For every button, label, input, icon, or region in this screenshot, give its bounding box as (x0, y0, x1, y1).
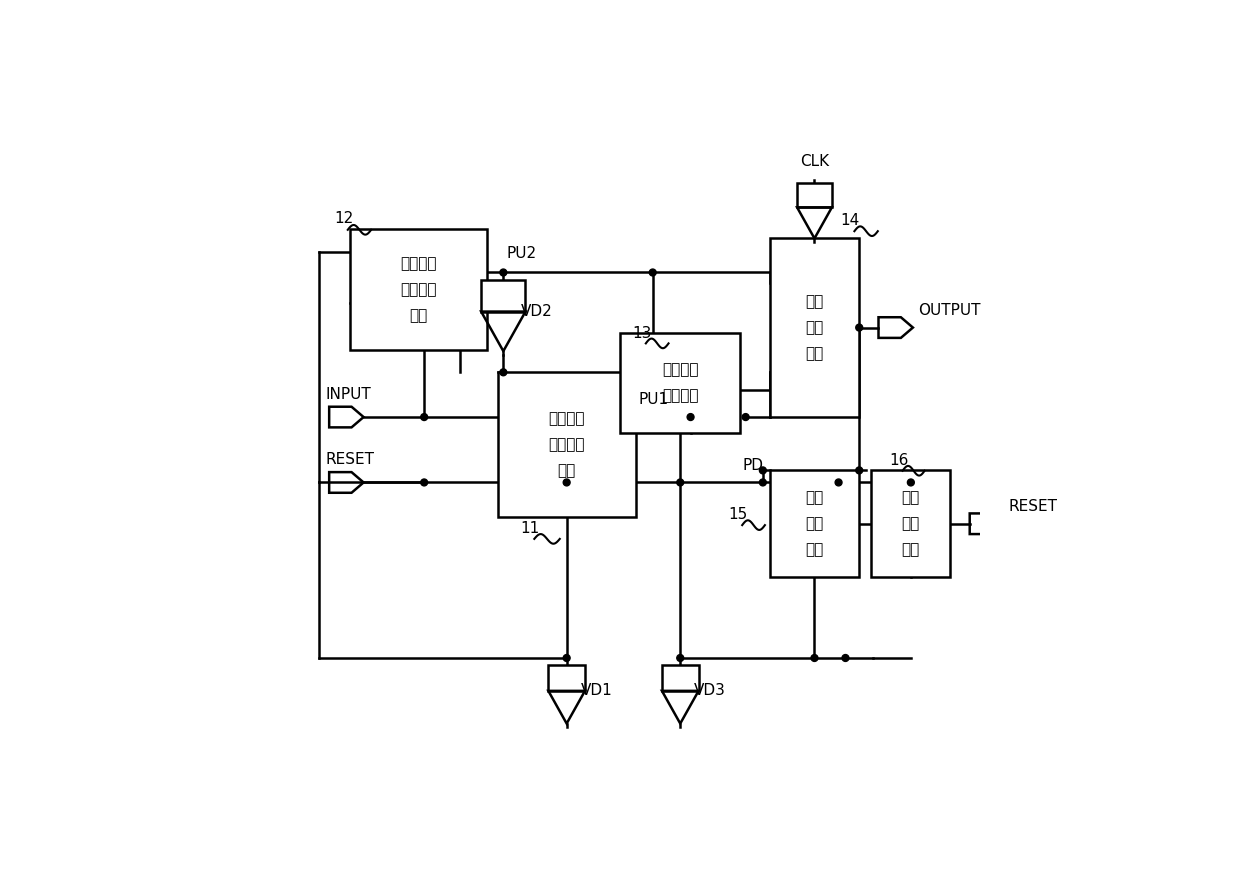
Bar (662, 665, 698, 691)
Circle shape (759, 479, 766, 486)
Circle shape (563, 654, 570, 662)
Circle shape (759, 467, 766, 474)
Text: PD: PD (743, 458, 763, 473)
Text: INPUT: INPUT (326, 387, 372, 401)
Bar (770, 470, 859, 578)
Text: 输出: 输出 (901, 490, 920, 505)
Circle shape (811, 654, 818, 662)
Text: 控制电路: 控制电路 (662, 388, 698, 403)
Circle shape (420, 414, 428, 420)
Text: PU2: PU2 (507, 247, 537, 261)
Text: 电路: 电路 (901, 543, 920, 557)
Text: 电路: 电路 (558, 463, 575, 478)
Text: 第一上拉: 第一上拉 (548, 411, 585, 426)
Circle shape (563, 479, 570, 486)
Text: 输出: 输出 (805, 490, 823, 505)
Text: 节点控制: 节点控制 (401, 283, 436, 297)
Circle shape (908, 479, 914, 486)
Circle shape (677, 479, 683, 486)
Bar (350, 230, 487, 350)
Text: 12: 12 (334, 211, 353, 226)
Text: 输出: 输出 (805, 294, 823, 309)
Text: OUTPUT: OUTPUT (918, 303, 981, 318)
Bar (548, 665, 585, 691)
Text: 14: 14 (841, 214, 859, 228)
Bar (481, 280, 526, 311)
Text: VD2: VD2 (521, 304, 552, 319)
Text: 下拉节点: 下拉节点 (662, 362, 698, 377)
Circle shape (420, 479, 428, 486)
Text: PU1: PU1 (639, 392, 670, 407)
Text: 16: 16 (889, 453, 908, 468)
Bar (797, 182, 832, 207)
Bar (497, 372, 635, 517)
Bar (770, 238, 859, 417)
Text: 13: 13 (632, 325, 651, 341)
Text: 下拉: 下拉 (805, 516, 823, 531)
Circle shape (500, 269, 507, 276)
Circle shape (500, 369, 507, 375)
Circle shape (677, 654, 683, 662)
Bar (620, 333, 740, 433)
Bar (872, 470, 950, 578)
Circle shape (842, 654, 849, 662)
Text: 电路: 电路 (805, 543, 823, 557)
Text: RESET: RESET (1009, 499, 1058, 514)
Text: 节点控制: 节点控制 (548, 437, 585, 452)
Text: 第二上拉: 第二上拉 (401, 256, 436, 271)
Circle shape (835, 479, 842, 486)
Text: VD1: VD1 (580, 683, 613, 698)
Circle shape (856, 325, 863, 331)
Text: 电路: 电路 (805, 346, 823, 361)
Text: 15: 15 (728, 507, 748, 522)
Text: 电路: 电路 (409, 308, 428, 324)
Circle shape (743, 414, 749, 420)
Text: 11: 11 (521, 521, 539, 536)
Text: RESET: RESET (326, 452, 374, 468)
Circle shape (856, 467, 863, 474)
Text: VD3: VD3 (694, 683, 725, 698)
Circle shape (687, 414, 694, 420)
Text: 上拉: 上拉 (805, 320, 823, 335)
Text: CLK: CLK (800, 155, 830, 169)
Circle shape (650, 269, 656, 276)
Text: 复位: 复位 (901, 516, 920, 531)
